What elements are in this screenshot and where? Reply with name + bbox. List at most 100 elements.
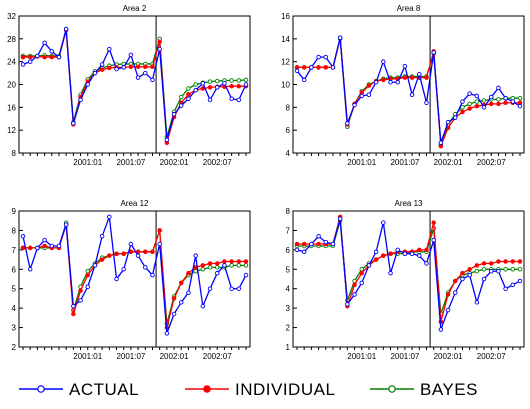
data-point — [301, 241, 307, 247]
data-point — [366, 83, 372, 88]
data-point — [200, 267, 206, 272]
data-point — [150, 77, 155, 83]
series-line — [22, 28, 247, 141]
y-tick-label: 8 — [286, 207, 291, 216]
data-point — [164, 137, 170, 143]
data-point — [114, 66, 119, 72]
data-point — [316, 234, 321, 239]
data-point — [467, 101, 472, 107]
panel-area-13: Area 13 1 2 3 4 5 6 7 8 2001:01 2001:07 2002:01 2002… — [286, 199, 525, 361]
data-point — [92, 263, 98, 268]
data-point — [171, 311, 177, 317]
series-individual — [294, 35, 523, 149]
y-tick-label: 8 — [12, 226, 17, 235]
data-point — [488, 94, 494, 100]
data-point — [200, 303, 206, 309]
y-tick-label: 16 — [281, 12, 290, 21]
y-tick-label: 4 — [12, 304, 17, 313]
x-tick-label: 2002:01 — [434, 352, 463, 361]
data-point — [503, 259, 508, 264]
series-bayes — [20, 26, 249, 140]
data-point — [316, 54, 321, 60]
data-point — [78, 298, 83, 303]
data-point — [85, 272, 90, 278]
data-point — [49, 49, 55, 54]
data-point — [345, 121, 350, 126]
series-bayes — [294, 36, 523, 148]
data-point — [85, 284, 90, 290]
data-point — [229, 78, 234, 83]
data-point — [27, 59, 33, 64]
data-point — [27, 267, 33, 272]
data-point — [517, 259, 523, 264]
data-point — [474, 103, 480, 109]
data-point — [186, 270, 191, 276]
data-point — [243, 77, 249, 83]
data-point — [200, 81, 206, 86]
data-point — [150, 272, 155, 278]
y-tick-label: 20 — [7, 81, 16, 90]
panel-title: Area 13 — [394, 199, 423, 208]
data-point — [503, 95, 508, 101]
series-individual — [20, 222, 249, 330]
data-point — [388, 270, 393, 276]
data-point — [214, 270, 220, 276]
data-point — [229, 286, 234, 291]
data-point — [409, 251, 415, 256]
y-tick-label: 8 — [12, 149, 17, 158]
data-point — [445, 292, 451, 297]
data-point — [186, 96, 191, 102]
data-point — [56, 54, 62, 60]
x-tick-label: 2002:07 — [203, 352, 232, 361]
data-point — [316, 241, 321, 247]
data-point — [49, 243, 55, 249]
series-line — [23, 30, 246, 143]
x-tick-label: 2001:07 — [390, 158, 419, 167]
data-point — [78, 97, 83, 103]
data-point — [243, 259, 249, 264]
data-point — [445, 307, 451, 313]
data-point — [150, 64, 155, 70]
data-point — [229, 263, 234, 268]
data-point — [222, 263, 227, 268]
legend-entry-individual: INDIVIDUAL — [185, 380, 335, 399]
data-point — [92, 70, 98, 76]
data-point — [63, 26, 69, 32]
data-point — [373, 79, 379, 85]
y-tick-label: 12 — [7, 126, 16, 135]
data-point — [78, 288, 83, 293]
data-point — [510, 267, 516, 272]
data-point — [49, 54, 55, 60]
data-point — [301, 249, 307, 255]
data-point — [481, 267, 487, 272]
x-tick-label: 2001:01 — [347, 158, 376, 167]
data-point — [35, 53, 40, 59]
data-point — [107, 65, 112, 71]
data-point — [214, 265, 220, 270]
data-point — [121, 65, 126, 70]
data-point — [179, 300, 184, 305]
y-tick-label: 6 — [12, 265, 17, 274]
data-point — [107, 214, 112, 220]
legend-label: INDIVIDUAL — [235, 380, 335, 399]
data-point — [496, 85, 501, 91]
data-point — [453, 290, 458, 295]
x-tick-label: 2002:01 — [160, 352, 189, 361]
data-point — [121, 267, 126, 272]
data-point — [373, 257, 379, 262]
series-line — [297, 38, 520, 146]
data-point — [330, 65, 336, 70]
data-point — [143, 64, 148, 70]
y-tick-label: 6 — [286, 246, 291, 255]
y-tick-label: 2 — [286, 324, 291, 333]
y-tick-label: 7 — [286, 226, 291, 235]
data-point — [236, 263, 242, 268]
y-tick-label: 28 — [7, 35, 16, 44]
data-point — [503, 100, 508, 106]
data-point — [236, 97, 242, 103]
legend-entry-actual: ACTUAL — [19, 380, 139, 399]
data-point — [366, 263, 372, 268]
data-point — [488, 101, 494, 107]
plot-frame — [18, 210, 251, 348]
data-point — [114, 276, 119, 282]
